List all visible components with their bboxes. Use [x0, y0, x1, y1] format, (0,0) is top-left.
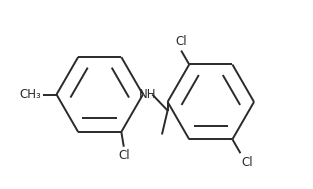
Text: Cl: Cl — [175, 35, 187, 48]
Text: CH₃: CH₃ — [19, 88, 41, 101]
Text: Cl: Cl — [118, 149, 130, 162]
Text: Cl: Cl — [242, 156, 253, 169]
Text: NH: NH — [139, 88, 156, 101]
